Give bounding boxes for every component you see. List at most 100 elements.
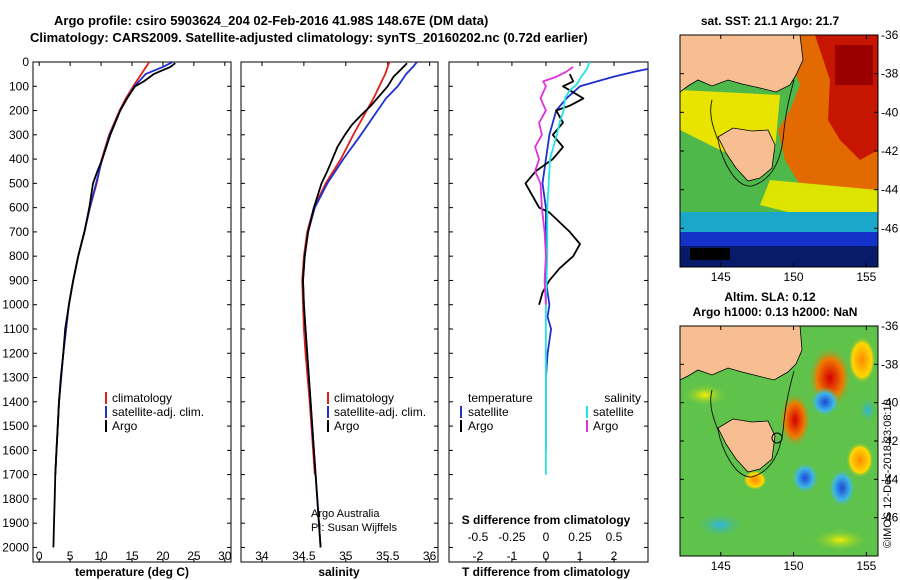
- y-tick-label: 1800: [2, 492, 29, 506]
- y-tick-label: 1100: [3, 322, 29, 336]
- y-tick-label: 1200: [2, 346, 29, 360]
- map-x-tick-label: 155: [856, 559, 876, 573]
- sst-cool-band: [680, 212, 878, 234]
- map-x-tick-label: 145: [711, 270, 731, 284]
- map-y-tick-label: -36: [881, 319, 899, 333]
- legend-s-argo-label: Argo: [593, 419, 619, 433]
- temperature-legend: climatology satellite-adj. clim. Argo: [105, 391, 204, 433]
- legend-t-satellite-label: satellite: [468, 405, 509, 419]
- map-x-tick-label: 150: [784, 559, 804, 573]
- salinity-series-group: [301, 62, 418, 548]
- x-tick-label: 15: [125, 549, 139, 563]
- salinity-legend: climatology satellite-adj. clim. Argo: [327, 391, 426, 433]
- map-y-tick-label: -38: [881, 67, 899, 81]
- figure-title-line1: Argo profile: csiro 5903624_204 02-Feb-2…: [54, 13, 488, 28]
- y-tick-label: 100: [9, 79, 29, 93]
- y-tick-label: 0: [22, 55, 29, 69]
- y-tick-label: 300: [9, 128, 29, 142]
- x-tick-label: 36: [423, 549, 437, 563]
- figure-title-line2: Climatology: CARS2009. Satellite-adjuste…: [30, 30, 588, 45]
- mainland-land: [680, 35, 804, 93]
- y-tick-label: 1500: [2, 419, 29, 433]
- sla-map-subtitle: Argo h1000: 0.13 h2000: NaN: [693, 305, 858, 319]
- sla-shelf-contour: [710, 370, 795, 478]
- x-tick-label: 1: [577, 549, 584, 563]
- map-y-tick-label: -46: [881, 221, 899, 235]
- map-y-tick-label: -40: [881, 396, 899, 410]
- sla-blue-eddy: [810, 387, 840, 417]
- y-tick-label: 1400: [2, 395, 29, 409]
- y-tick-label: 1700: [2, 468, 29, 482]
- map-y-tick-label: -36: [881, 28, 899, 42]
- x-tick-label: 35: [339, 549, 353, 563]
- sst-yellow-east: [760, 180, 878, 215]
- x-tick-label: -1: [507, 549, 518, 563]
- sla-blue-eddy: [791, 462, 819, 494]
- difference-salinity-argo-line: [534, 66, 574, 305]
- x-tick-label: -2: [473, 549, 484, 563]
- imos-watermark: ©IMOS 12-Dec-2018 23:08:10: [882, 399, 894, 548]
- sla-orange-eddy: [743, 470, 767, 490]
- y-tick-label: 1000: [2, 298, 29, 312]
- y-tick-label: 700: [9, 225, 29, 239]
- x-tick-label: 2: [611, 549, 618, 563]
- x-tick-label: 30: [218, 549, 232, 563]
- y-tick-label: 900: [9, 273, 29, 287]
- sla-orange-eddy: [848, 336, 876, 384]
- map-x-tick-label: 155: [856, 270, 876, 284]
- y-tick-label: 500: [9, 176, 29, 190]
- map-x-tick-label: 145: [711, 559, 731, 573]
- t-difference-axis-label: T difference from climatology: [462, 565, 630, 579]
- sla-orange-eddy: [846, 442, 874, 478]
- map-x-tick-label: 150: [784, 270, 804, 284]
- legend-climatology-label: climatology: [112, 391, 172, 405]
- x-tick-label: 20: [156, 549, 170, 563]
- x-tick-label: 34.5: [292, 549, 316, 563]
- map-y-tick-label: -38: [881, 357, 899, 371]
- map-y-tick-label: -44: [881, 183, 899, 197]
- mainland-land: [680, 326, 803, 381]
- difference-panel-frame: [448, 61, 649, 563]
- legend-s-satellite-label: satellite: [593, 405, 634, 419]
- x-tick-label: 10: [94, 549, 108, 563]
- y-tick-label: 600: [9, 201, 29, 215]
- x-tick-label: 5: [67, 549, 74, 563]
- map-y-tick-label: -42: [881, 144, 899, 158]
- sla-map-ticks: 145 150 155 -36 -38 -40 -42 -44 -46: [680, 319, 899, 573]
- sla-red-eddy: [779, 392, 811, 448]
- y-tick-label: 1900: [2, 516, 29, 530]
- x-tick-label: 34: [255, 549, 269, 563]
- difference-salinity-satellite-line: [545, 62, 591, 475]
- credit-line1: Argo Australia: [311, 508, 380, 520]
- y-tick-label: 400: [9, 152, 29, 166]
- sla-map: [680, 326, 878, 556]
- x2-tick-label: -0.5: [468, 530, 489, 544]
- map-y-tick-label: -46: [881, 511, 899, 525]
- sst-map: [680, 35, 878, 267]
- sla-cyan-patch: [694, 511, 746, 539]
- sst-map-title: sat. SST: 21.1 Argo: 21.7: [701, 14, 840, 28]
- y-tick-label: 800: [9, 249, 29, 263]
- sst-cold-band: [680, 232, 878, 248]
- difference-temperature-argo-line: [524, 73, 585, 305]
- legend-argo-label: Argo: [334, 419, 360, 433]
- legend-satellite-label: satellite-adj. clim.: [112, 405, 204, 419]
- legend-salinity-title: salinity: [604, 391, 641, 405]
- sst-shelf-contour: [710, 79, 795, 187]
- sst-dark-patch: [690, 248, 730, 260]
- difference-temperature-satellite-line: [541, 68, 648, 451]
- difference-series-group: [524, 62, 648, 475]
- temperature-axis-label: temperature (deg C): [75, 565, 189, 579]
- axis-ticks: 0100200300400500600700800900100011001200…: [2, 55, 648, 563]
- y-tick-label: 2000: [2, 540, 29, 554]
- map-y-tick-label: -44: [881, 472, 899, 486]
- x-tick-label: 35.5: [376, 549, 400, 563]
- legend-t-argo-label: Argo: [468, 419, 494, 433]
- sla-yellow-patch: [681, 383, 729, 407]
- sla-cyan-patch: [858, 396, 878, 424]
- sla-blue-eddy: [828, 468, 856, 508]
- legend-satellite-label: satellite-adj. clim.: [334, 405, 426, 419]
- map-y-tick-label: -40: [881, 105, 899, 119]
- salinity-satellite-adj-clim--line: [302, 62, 418, 548]
- sla-yellow-patch: [810, 528, 870, 552]
